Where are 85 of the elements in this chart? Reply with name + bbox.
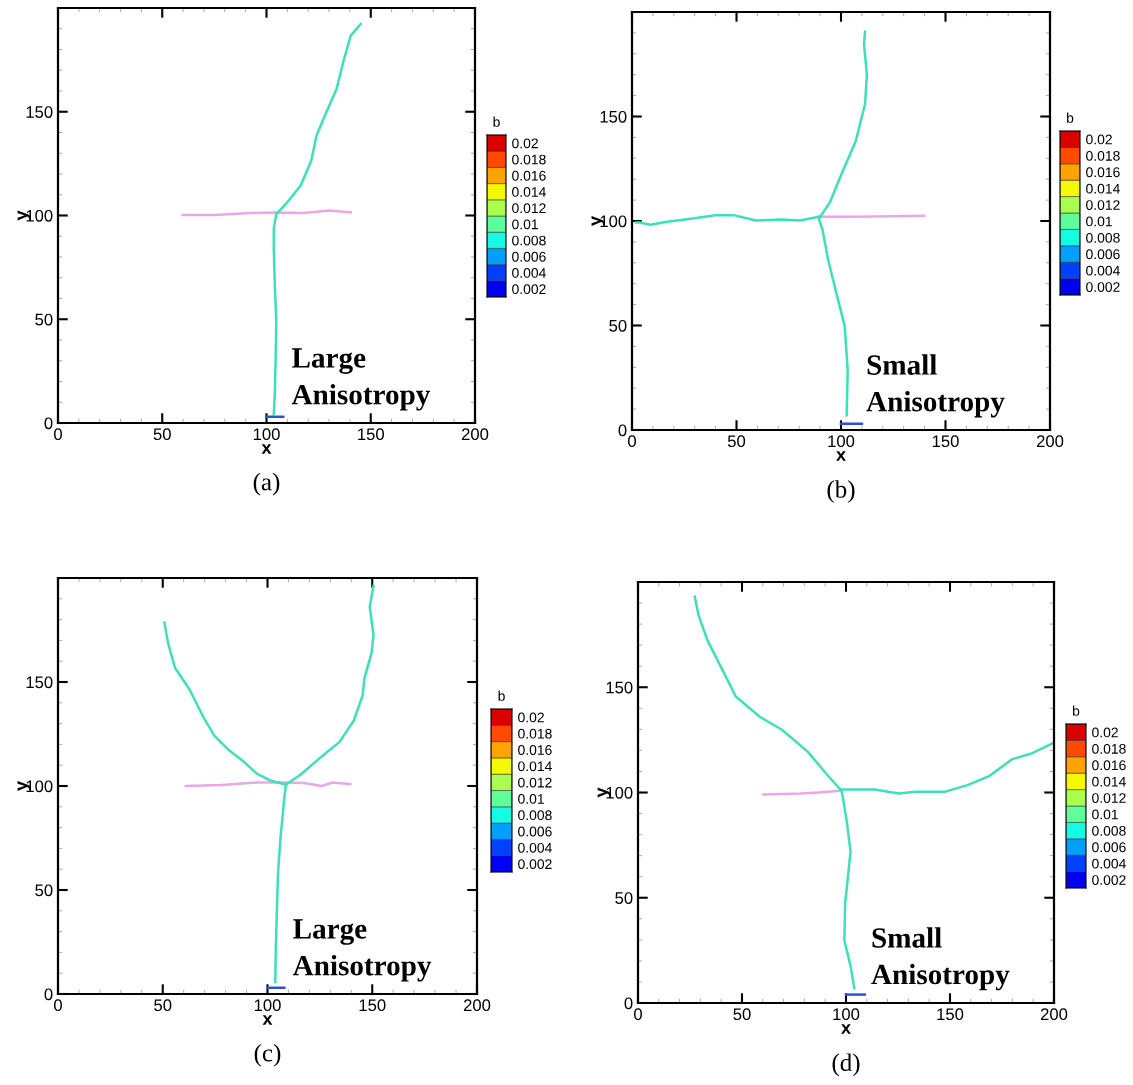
x-tick-label: 0 [54, 999, 62, 1012]
color-bar-label: 0.01 [518, 793, 544, 804]
x-axis-title: x [836, 451, 846, 461]
color-bar-label: 0.018 [1092, 743, 1126, 754]
color-bar-label: 0.018 [1086, 150, 1120, 161]
color-bar-label: 0.012 [512, 203, 546, 214]
color-bar-label: 0.004 [1086, 265, 1120, 276]
color-bar-label: 0.006 [1092, 842, 1126, 853]
color-bar-label: 0.008 [512, 235, 546, 246]
color-bar-label: 0.006 [1086, 249, 1120, 260]
x-tick-label: 150 [937, 1008, 964, 1021]
color-bar-label: 0.01 [512, 219, 538, 230]
y-tick-label: 150 [26, 676, 53, 689]
y-tick-label: 150 [600, 110, 627, 123]
y-tick-label: 0 [44, 417, 53, 430]
color-bar-label: 0.004 [518, 842, 552, 853]
x-tick-label: 100 [253, 428, 280, 441]
x-tick-label: 100 [828, 435, 855, 448]
color-bar-label: 0.004 [512, 268, 546, 278]
x-tick-label: 200 [1040, 1008, 1068, 1021]
color-bar-label: 0.02 [1092, 727, 1118, 738]
text: (d) [832, 1053, 860, 1077]
x-tick-label: 150 [358, 428, 384, 441]
color-bar-label: 0.012 [1086, 200, 1120, 210]
x-tick-label: 200 [463, 999, 491, 1012]
y-tick-label: 50 [615, 892, 633, 904]
x-tick-label: 50 [153, 428, 171, 441]
color-bar-label: 0.008 [518, 810, 552, 821]
color-bar-label: 0.018 [512, 154, 546, 165]
color-bar-label: 0.014 [518, 761, 552, 772]
color-bar-label: 0.002 [512, 284, 546, 295]
color-bar-label: 0.01 [1086, 216, 1112, 227]
text: (b) [827, 480, 855, 503]
x-tick-label: 50 [154, 999, 172, 1012]
x-axis-title: x [261, 444, 272, 454]
annotation: Small Anisotropy [866, 354, 1005, 418]
x-axis-title: x [262, 1015, 273, 1025]
color-bar-label: 0.016 [518, 745, 552, 755]
text: (c) [254, 1043, 281, 1067]
color-bar-label: 0.014 [512, 187, 546, 197]
x-axis-title: x [841, 1024, 851, 1034]
color-bar-label: 0.002 [1086, 282, 1120, 292]
color-bar-label: 0.002 [518, 859, 552, 870]
color-bar-label: 0.02 [1086, 134, 1112, 145]
y-tick-label: 50 [609, 319, 627, 332]
color-bar-label: 0.008 [1086, 232, 1120, 243]
y-tick-label: 50 [35, 884, 53, 897]
color-bar-label: 0.002 [1092, 875, 1126, 885]
color-bar-title: b [1073, 705, 1080, 716]
color-bar-label: 0.004 [1092, 858, 1126, 869]
x-tick-label: 150 [359, 999, 386, 1012]
color-bar-label: 0.012 [1092, 793, 1126, 803]
x-tick-label: 0 [54, 428, 62, 441]
color-bar-title: b [498, 690, 505, 701]
x-tick-label: 50 [733, 1008, 751, 1021]
color-bar-label: 0.016 [1092, 760, 1126, 771]
color-bar-label: 0.014 [1086, 183, 1120, 194]
x-tick-label: 0 [634, 1008, 642, 1021]
x-tick-label: 200 [461, 428, 489, 441]
annotation: Large Anisotropy [292, 919, 432, 982]
y-tick-label: 0 [44, 988, 53, 1001]
color-bar-title: b [493, 116, 500, 127]
color-bar-label: 0.014 [1092, 776, 1126, 787]
y-tick-label: 150 [606, 681, 633, 694]
annotation: Large Anisotropy [291, 348, 431, 411]
color-bar-label: 0.02 [518, 712, 544, 723]
x-tick-label: 150 [932, 435, 959, 448]
color-bar-label: 0.02 [512, 138, 538, 149]
y-tick-label: 50 [35, 313, 53, 326]
x-tick-label: 100 [254, 999, 281, 1012]
color-bar-label: 0.008 [1092, 825, 1126, 836]
color-bar-label: 0.006 [518, 826, 552, 837]
color-bar-label: 0.016 [512, 170, 546, 181]
color-bar-label: 0.016 [1086, 167, 1120, 178]
color-bar-label: 0.006 [512, 251, 546, 262]
color-bar-label: 0.018 [518, 728, 552, 739]
x-tick-label: 50 [727, 435, 746, 448]
color-bar-label: 0.01 [1092, 809, 1118, 820]
y-tick-label: 150 [26, 106, 53, 118]
x-tick-label: 100 [833, 1008, 860, 1021]
color-bar-label: 0.012 [518, 777, 552, 788]
annotation: Small Anisotropy [871, 927, 1010, 991]
x-tick-label: 200 [1036, 435, 1064, 448]
text: (a) [253, 472, 280, 496]
color-bar-title: b [1067, 112, 1074, 123]
